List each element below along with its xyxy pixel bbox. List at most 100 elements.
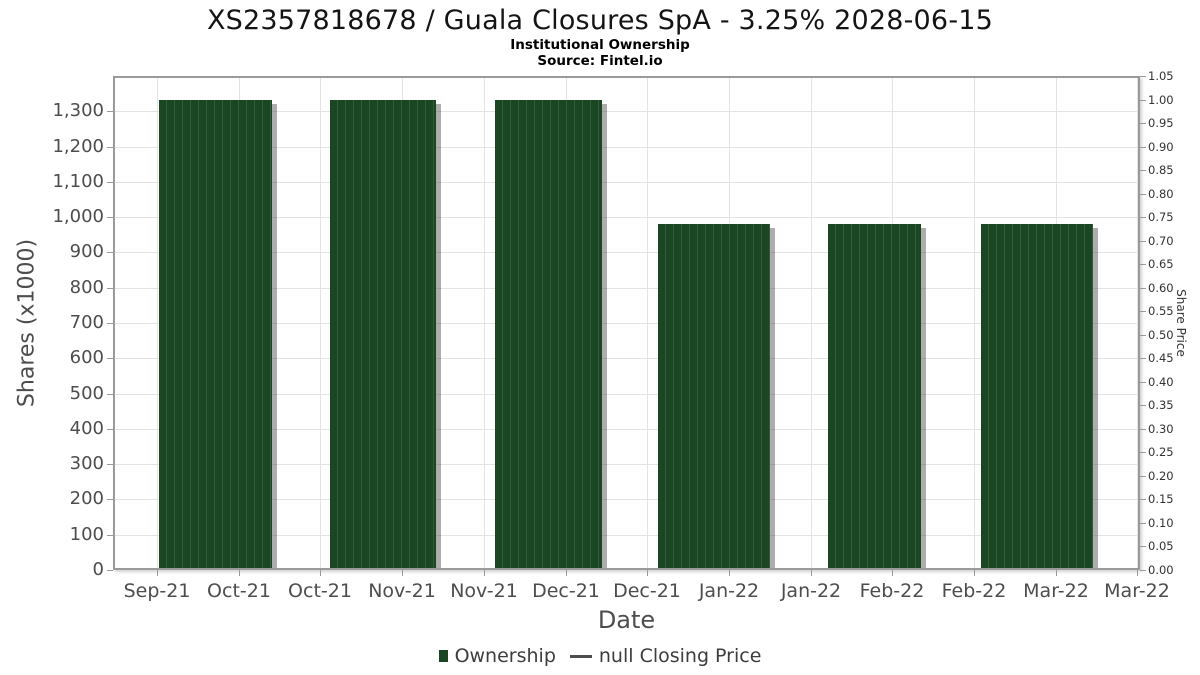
ownership-bar[interactable] [981, 224, 1094, 570]
y-tick-mark-right [1140, 358, 1146, 360]
y-tick-mark-right [1140, 170, 1146, 172]
x-tick-label: Feb-22 [859, 580, 925, 602]
y-tick-label-right: 0.50 [1148, 327, 1174, 342]
ownership-bar[interactable] [330, 100, 436, 570]
ownership-swatch-icon [438, 650, 448, 662]
y-tick-mark-right [1140, 311, 1146, 313]
plot-area [113, 76, 1140, 570]
gridline-vertical [484, 76, 485, 570]
gridline-horizontal [113, 358, 1140, 360]
gridline-vertical [157, 76, 158, 570]
y-tick-mark-right [1140, 240, 1146, 242]
gridline-vertical [320, 76, 321, 570]
y-tick-label-left: 1,300 [52, 100, 104, 122]
y-tick-mark-right [1140, 522, 1146, 524]
y-tick-mark-right [1140, 334, 1146, 336]
ownership-bar[interactable] [658, 224, 771, 570]
ownership-bar[interactable] [159, 100, 272, 570]
y-tick-label-right: 0.40 [1148, 374, 1174, 389]
y-tick-label-right: 0.35 [1148, 398, 1174, 413]
y-tick-mark-right [1140, 475, 1146, 477]
legend-label-ownership: Ownership [454, 645, 556, 667]
y-tick-label-right: 0.00 [1148, 563, 1174, 577]
y-tick-label-left: 400 [69, 417, 104, 439]
y-tick-label-left: 1,200 [52, 135, 104, 157]
y-tick-mark-right [1140, 499, 1146, 501]
y-tick-label-left: 1,000 [52, 206, 104, 228]
gridline-horizontal [113, 111, 1140, 113]
gridline-horizontal [113, 323, 1140, 324]
y-tick-mark-left [107, 287, 113, 289]
y-tick-mark-left [107, 111, 113, 113]
y-tick-label-left: 0 [92, 559, 104, 580]
x-tick-mark [320, 570, 321, 576]
y-tick-label-right: 0.55 [1148, 304, 1174, 319]
y-tick-mark-left [107, 323, 113, 324]
gridline-horizontal [113, 464, 1140, 466]
y-tick-mark-left [107, 146, 113, 148]
x-axis-title: Date [597, 606, 656, 634]
gridline-horizontal [113, 534, 1140, 536]
x-tick-label: Mar-22 [1104, 580, 1170, 602]
x-tick-mark [1056, 570, 1057, 576]
y-tick-mark-right [1140, 193, 1146, 195]
y-tick-label-right: 0.85 [1148, 163, 1174, 178]
y-tick-label-right: 0.45 [1148, 351, 1174, 366]
y-tick-mark-left [107, 181, 113, 183]
y-tick-label-right: 0.15 [1148, 492, 1174, 507]
x-tick-mark [484, 570, 485, 576]
y-tick-label-right: 0.75 [1148, 210, 1174, 225]
y-tick-mark-right [1140, 381, 1146, 383]
y-tick-label-right: 0.25 [1148, 445, 1174, 460]
gridline-vertical [811, 76, 812, 570]
x-tick-label: Jan-22 [698, 580, 760, 602]
y-tick-label-left: 700 [69, 312, 104, 333]
y-tick-mark-left [107, 499, 113, 501]
chart-title: XS2357818678 / Guala Closures SpA - 3.25… [206, 5, 994, 36]
x-tick-label: Oct-21 [288, 580, 352, 602]
x-tick-mark [566, 570, 567, 576]
y-tick-label-right: 1.05 [1148, 69, 1174, 83]
gridline-horizontal [113, 428, 1140, 430]
y-tick-label-left: 100 [69, 523, 104, 545]
y-tick-mark-left [107, 252, 113, 254]
gridline-horizontal [113, 393, 1140, 395]
gridline-horizontal [113, 252, 1140, 254]
y-tick-label-left: 800 [69, 276, 104, 298]
y-tick-mark-left [107, 393, 113, 395]
chart-subtitle: Institutional Ownership [510, 37, 690, 53]
y-tick-label-left: 1,100 [52, 170, 104, 192]
y-tick-label-left: 600 [69, 347, 104, 369]
y-tick-mark-right [1140, 99, 1146, 101]
y-tick-label-right: 0.05 [1148, 539, 1174, 554]
y-tick-label-right: 0.10 [1148, 515, 1174, 530]
y-tick-mark-right [1140, 287, 1146, 289]
x-tick-label: Nov-21 [368, 580, 436, 602]
y-tick-mark-right [1140, 546, 1146, 548]
y-tick-label-left: 200 [69, 488, 104, 510]
y-tick-mark-right [1140, 146, 1146, 148]
x-tick-mark [974, 570, 975, 576]
y-tick-mark-right [1140, 264, 1146, 266]
y-tick-label-left: 300 [69, 453, 104, 475]
y-tick-label-right: 0.20 [1148, 468, 1174, 483]
x-tick-mark [729, 570, 730, 576]
gridline-vertical [974, 76, 975, 570]
y-tick-label-left: 900 [69, 241, 104, 263]
x-tick-mark [811, 570, 812, 576]
y-tick-label-right: 1.00 [1148, 92, 1174, 107]
y-tick-mark-right [1140, 405, 1146, 407]
y-tick-mark-left [107, 464, 113, 466]
x-tick-mark [1137, 570, 1138, 576]
gridline-horizontal [113, 499, 1140, 501]
legend-label-closing-price: null Closing Price [598, 645, 762, 667]
y-tick-label-left: 500 [69, 382, 104, 404]
x-tick-label: Nov-21 [450, 580, 518, 602]
gridline-horizontal [113, 217, 1140, 219]
y-tick-label-right: 0.90 [1148, 139, 1174, 154]
ownership-bar[interactable] [827, 224, 922, 570]
x-tick-label: Mar-22 [1023, 580, 1089, 602]
ownership-bar[interactable] [495, 100, 603, 570]
x-tick-mark [892, 570, 893, 576]
